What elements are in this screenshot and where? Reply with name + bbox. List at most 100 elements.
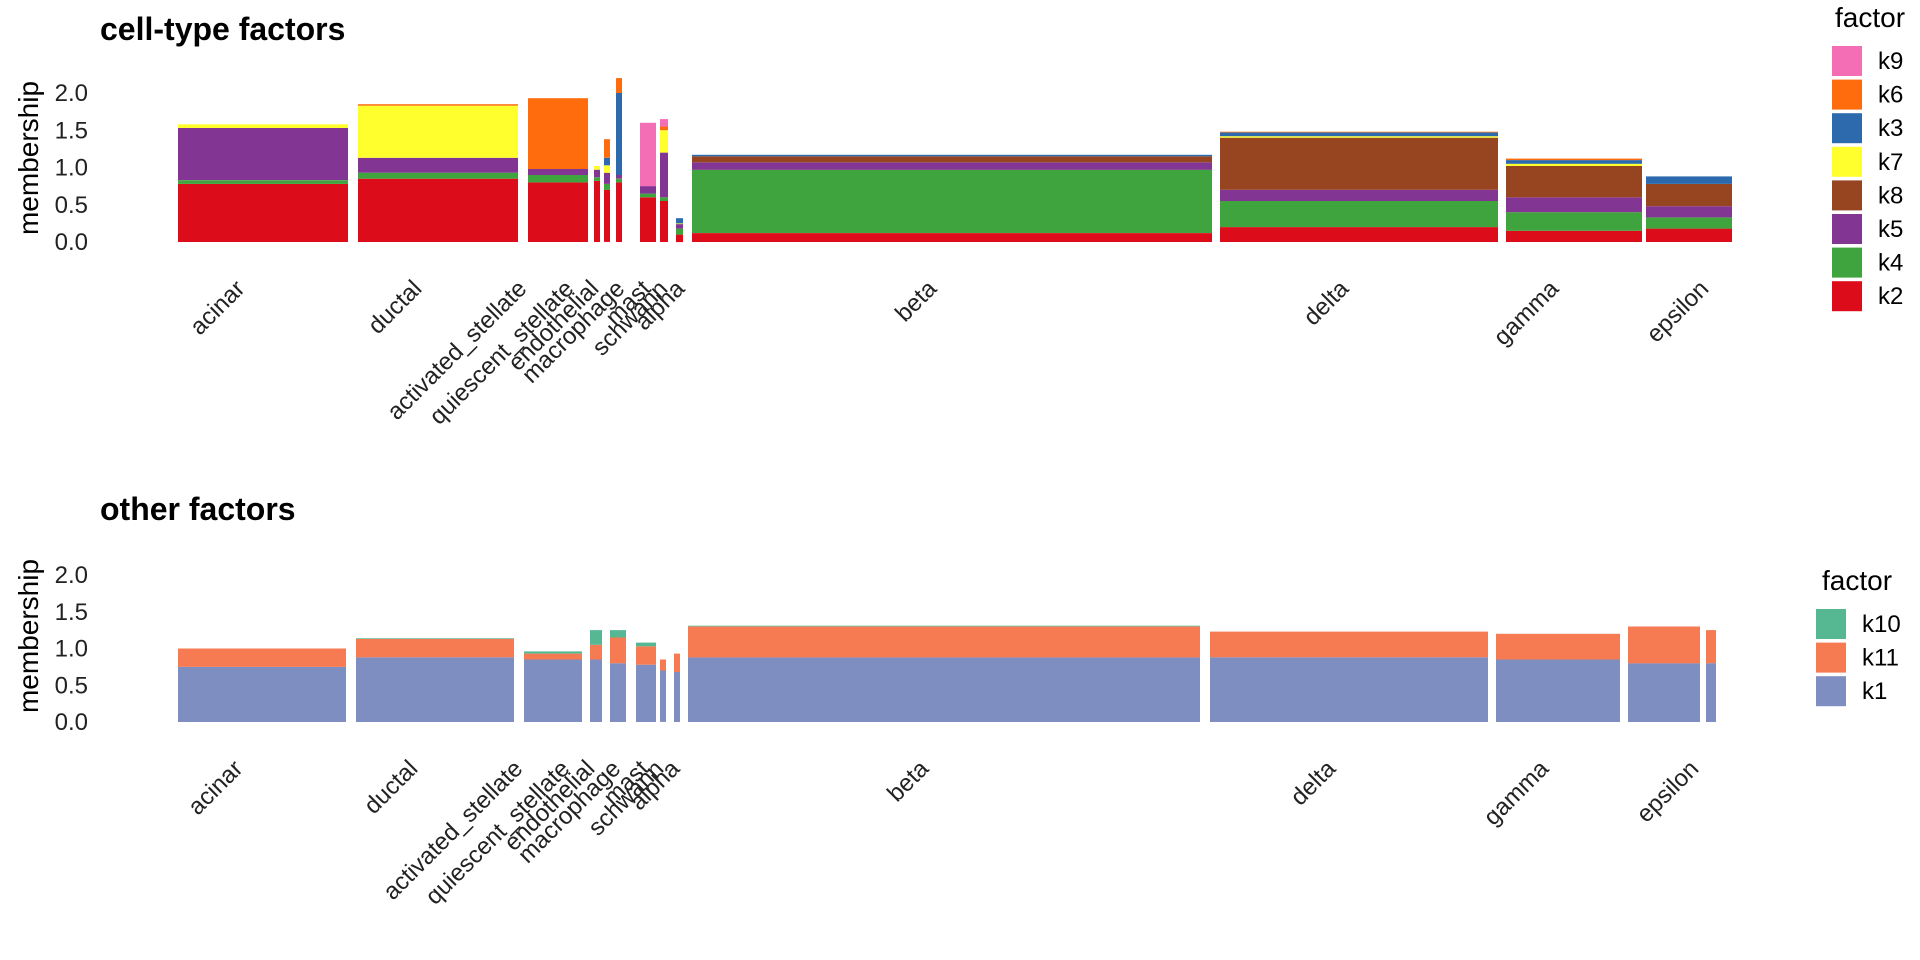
bar-delta-k2 [1220, 227, 1498, 242]
bar-ductal-k10 [356, 638, 514, 639]
x-tick-gamma: gamma [1479, 755, 1555, 831]
legend: factor k9 k6 k3 k7 k8 k5 k4 k2 [1832, 2, 1905, 312]
bar-activated-stellate-k1 [524, 659, 582, 722]
bar-activated-stellate-k5 [528, 169, 588, 175]
legend-swatch-k11 [1816, 642, 1846, 673]
bar-acinar-k11 [178, 648, 346, 667]
bar-mast-k5 [640, 186, 656, 194]
panel-other-factors: other factors membership 0.0 0.5 1.0 1.5 2.0… [13, 491, 1901, 910]
bar-ductal-k5 [358, 157, 518, 173]
bar-endothelial-k10 [610, 630, 626, 638]
bar-epsilon-k3 [1646, 176, 1732, 184]
bar-acinar-k4 [178, 180, 348, 184]
bar-acinar-k5 [178, 128, 348, 181]
bar-macrophage-k4 [616, 178, 622, 183]
x-tick-delta: delta [1285, 755, 1341, 811]
bar-beta-k5 [692, 162, 1212, 170]
x-tick-epsilon: epsilon [1631, 755, 1704, 828]
legend: factor k10 k11 k1 [1816, 565, 1901, 707]
bar-activated-stellate-k4 [528, 174, 588, 183]
bar-delta-k11 [1496, 633, 1620, 660]
x-tick-ductal: ductal [359, 755, 423, 819]
bar-acinar-k1 [178, 666, 346, 722]
bar-endothelial-k4 [604, 183, 610, 190]
bar-gamma-k1 [1628, 663, 1700, 722]
bar-activated-stellate-k11 [524, 653, 582, 660]
legend-title: factor [1822, 565, 1892, 596]
y-ticks: 0.0 0.5 1.0 1.5 2.0 [55, 562, 88, 736]
x-tick-labels: acinar ductalactivated_stellatequiescent_… [183, 755, 1704, 910]
legend-swatch-k2 [1832, 281, 1862, 312]
bar-mast-k9 [640, 122, 656, 187]
legend-label-k9: k9 [1878, 48, 1903, 75]
x-tick-delta: delta [1298, 275, 1354, 331]
bar-endothelial-k1 [610, 663, 626, 722]
bar-alpha-k1 [688, 657, 1200, 722]
legend-label-k4: k4 [1878, 250, 1903, 277]
bar-schwann-k11 [674, 653, 680, 672]
bar-schwann-k4 [660, 197, 668, 201]
legend-swatch-k5 [1832, 214, 1862, 244]
bar-beta-k11 [1210, 631, 1488, 658]
bar-schwann-k5 [660, 152, 668, 198]
y-axis-label: membership [13, 559, 44, 713]
bar-delta-k8 [1220, 137, 1498, 190]
legend-label-k2: k2 [1878, 283, 1903, 310]
legend-title: factor [1835, 2, 1905, 33]
y-tick-label: 0.5 [55, 192, 88, 219]
bar-endothelial-k11 [610, 637, 626, 664]
bar-macrophage-k1 [636, 664, 656, 722]
y-tick-label: 1.5 [55, 599, 88, 626]
bar-gamma-k7 [1506, 163, 1642, 166]
legend-swatch-k8 [1832, 180, 1862, 211]
bar-ductal-k2 [358, 178, 518, 242]
bar-mast-k4 [640, 193, 656, 198]
x-tick-labels: acinar ductalactivated_stellatequiescent_… [185, 275, 1714, 430]
y-tick-label: 2.0 [55, 562, 88, 589]
bar-schwann-k2 [660, 201, 668, 242]
bar-schwann-k1 [674, 672, 680, 722]
bar-epsilon-k2 [1646, 228, 1732, 242]
legend-label-k3: k3 [1878, 115, 1903, 142]
bar-epsilon-k11 [1706, 630, 1716, 664]
bar-quiescent-stellate-k1 [590, 659, 602, 722]
chart-title: cell-type factors [100, 11, 345, 47]
bar-alpha-k5 [676, 224, 683, 229]
bar-beta-k3 [692, 154, 1212, 157]
bar-gamma-k11 [1628, 626, 1700, 664]
bar-quiescent-stellate-k5 [594, 169, 600, 178]
bar-endothelial-k5 [604, 172, 610, 184]
bar-beta-k2 [692, 233, 1212, 242]
stacked-bars [178, 78, 1732, 243]
bar-ductal-k1 [356, 657, 514, 722]
bar-epsilon-k4 [1646, 217, 1732, 229]
bar-quiescent-stellate-k11 [590, 644, 602, 660]
bar-delta-k7 [1220, 136, 1498, 138]
legend-swatch-k7 [1832, 146, 1862, 177]
legend-label-k11: k11 [1862, 645, 1899, 672]
x-tick-epsilon: epsilon [1641, 275, 1714, 348]
y-tick-label: 1.0 [55, 155, 88, 182]
bar-delta-k4 [1220, 201, 1498, 228]
bar-quiescent-stellate-k10 [590, 630, 602, 645]
bar-beta-k1 [1210, 657, 1488, 722]
legend-label-k7: k7 [1878, 149, 1903, 176]
bar-beta-k4 [692, 169, 1212, 233]
bar-quiescent-stellate-k2 [594, 180, 600, 242]
bar-acinar-k2 [178, 183, 348, 242]
x-tick-acinar: acinar [183, 755, 248, 820]
x-tick-beta: beta [882, 755, 935, 808]
x-tick-beta: beta [890, 275, 943, 328]
bar-ductal-k6 [358, 104, 518, 106]
bar-macrophage-k11 [636, 646, 656, 665]
bar-schwann-k7 [660, 130, 668, 153]
bar-macrophage-k2 [616, 182, 622, 242]
bar-beta-k8 [692, 156, 1212, 163]
x-tick-acinar: acinar [185, 275, 250, 340]
bar-activated-stellate-k10 [524, 651, 582, 654]
bar-activated-stellate-k2 [528, 182, 588, 242]
bar-alpha-k11 [688, 626, 1200, 658]
bar-alpha-k2 [676, 234, 683, 243]
